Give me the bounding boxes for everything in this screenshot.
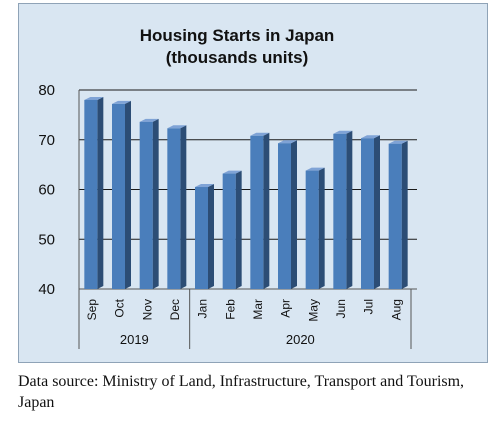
group-label-2019: 2019	[120, 332, 149, 347]
bar-side-Feb	[235, 170, 242, 289]
chart-container: Housing Starts in Japan (thousands units…	[18, 3, 488, 363]
bar-top-Oct	[112, 100, 131, 104]
bar-side-Aug	[401, 140, 408, 289]
x-tick-label-Oct: Oct	[113, 298, 127, 317]
x-tick-label-Jul: Jul	[362, 299, 376, 314]
data-source-caption: Data source: Ministry of Land, Infrastru…	[18, 373, 465, 411]
bar-Feb	[222, 173, 236, 289]
bar-top-May	[305, 167, 325, 171]
bar-Jan	[195, 187, 208, 289]
bar-Mar	[250, 135, 264, 289]
y-tick-label-40: 40	[38, 281, 55, 298]
bar-side-Jan	[208, 184, 214, 289]
bar-side-Oct	[125, 100, 131, 290]
bar-Apr	[278, 143, 291, 289]
bar-side-Jul	[374, 135, 380, 289]
x-tick-label-Sep: Sep	[85, 299, 99, 321]
bar-top-Dec	[167, 125, 187, 129]
bar-top-Sep	[84, 96, 104, 100]
bar-top-Aug	[388, 140, 408, 144]
y-tick-label-80: 80	[38, 82, 55, 99]
bar-top-Apr	[278, 140, 297, 144]
bar-side-Apr	[291, 140, 297, 289]
bar-side-Jun	[346, 130, 353, 289]
x-tick-label-Apr: Apr	[279, 299, 293, 318]
bar-side-May	[318, 167, 325, 289]
group-label-2020: 2020	[286, 332, 315, 347]
bar-May	[305, 170, 319, 289]
bar-Oct	[112, 103, 125, 290]
x-tick-label-Feb: Feb	[223, 299, 237, 320]
bar-top-Nov	[139, 118, 159, 122]
x-tick-label-Nov: Nov	[140, 299, 154, 320]
bar-top-Feb	[222, 170, 242, 174]
bar-Dec	[167, 128, 181, 289]
chart-title-line-2: (thousands units)	[166, 48, 309, 67]
bar-Jul	[361, 138, 374, 289]
bar-top-Jan	[195, 184, 214, 188]
y-tick-label-50: 50	[38, 231, 55, 248]
x-tick-label-Aug: Aug	[389, 299, 403, 320]
y-tick-label-60: 60	[38, 182, 55, 199]
x-tick-label-Mar: Mar	[251, 299, 265, 320]
bar-chart: Housing Starts in Japan (thousands units…	[38, 26, 417, 349]
bar-Nov	[139, 121, 153, 289]
x-tick-label-Jan: Jan	[196, 299, 210, 318]
bar-top-Jul	[361, 135, 380, 139]
bar-Sep	[84, 99, 98, 289]
bar-side-Nov	[152, 118, 159, 289]
bar-Aug	[388, 143, 402, 289]
bar-side-Dec	[180, 125, 187, 290]
x-tick-label-Jun: Jun	[334, 299, 348, 318]
y-tick-label-70: 70	[38, 132, 55, 149]
x-tick-label-May: May	[306, 299, 320, 322]
bar-top-Jun	[333, 130, 353, 134]
bar-Jun	[333, 133, 347, 289]
bar-top-Mar	[250, 132, 270, 136]
chart-title-line-1: Housing Starts in Japan	[140, 26, 335, 45]
bar-side-Mar	[263, 132, 270, 289]
bar-side-Sep	[97, 96, 104, 289]
x-tick-label-Dec: Dec	[168, 299, 182, 320]
